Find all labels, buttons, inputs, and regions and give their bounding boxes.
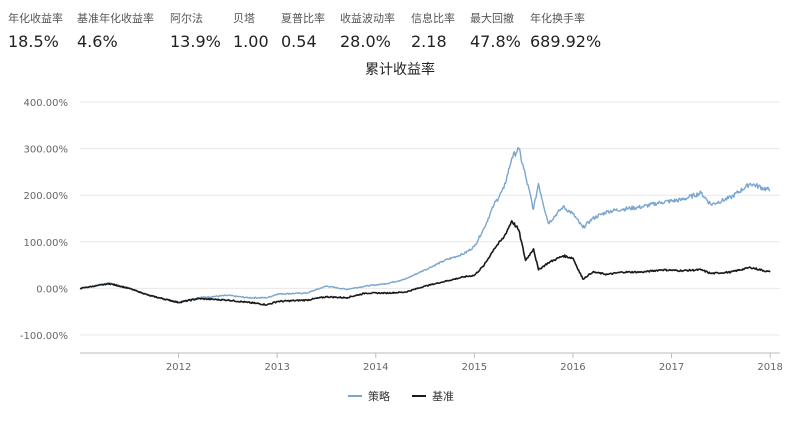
x-tick-label: 2015 <box>462 362 487 373</box>
metric-label: 收益波动率 <box>340 12 395 25</box>
metric-label: 信息比率 <box>411 12 455 25</box>
metric-value: 28.0% <box>340 32 391 51</box>
metrics-bar: 年化收益率 18.5% 基准年化收益率 4.6% 阿尔法 13.9% 贝塔 1.… <box>0 0 800 60</box>
metric-benchmark-annual-return: 基准年化收益率 4.6% <box>77 10 154 51</box>
metric-value: 689.92% <box>530 32 602 51</box>
x-tick-label: 2016 <box>560 362 585 373</box>
metric-value: 0.54 <box>281 32 317 51</box>
y-tick-label: 300.00% <box>24 145 69 156</box>
metric-annual-return: 年化收益率 18.5% <box>8 10 63 51</box>
legend-label[interactable]: 策略 <box>368 389 390 403</box>
metric-sharpe: 夏普比率 0.54 <box>281 10 325 51</box>
metric-label: 最大回撤 <box>470 12 514 25</box>
x-axis: 2012 2013 2014 2015 2016 2017 2018 <box>80 352 783 373</box>
metric-alpha: 阿尔法 13.9% <box>170 10 221 51</box>
metric-label: 年化收益率 <box>8 12 63 25</box>
metric-max-drawdown: 最大回撤 47.8% <box>470 10 521 51</box>
y-axis: 400.00% 300.00% 200.00% 100.00% 0.00% -100.00… <box>20 98 68 342</box>
metric-label: 基准年化收益率 <box>77 12 154 25</box>
metric-beta: 贝塔 1.00 <box>233 10 269 51</box>
x-tick-label: 2013 <box>264 362 289 373</box>
metric-value: 13.9% <box>170 32 221 51</box>
metric-value: 18.5% <box>8 32 59 51</box>
x-tick-label: 2018 <box>757 362 782 373</box>
chart-grid <box>80 101 780 336</box>
y-tick-label: 100.00% <box>24 238 69 249</box>
x-tick-label: 2017 <box>659 362 684 373</box>
y-tick-label: 200.00% <box>24 191 69 202</box>
y-tick-label: 400.00% <box>24 98 69 109</box>
metric-label: 夏普比率 <box>281 12 325 25</box>
metric-volatility: 收益波动率 28.0% <box>340 10 395 51</box>
metric-value: 1.00 <box>233 32 269 51</box>
metric-turnover: 年化换手率 689.92% <box>530 10 601 51</box>
y-tick-label: -100.00% <box>20 331 68 342</box>
y-tick-label: 0.00% <box>36 284 68 295</box>
x-tick-label: 2014 <box>363 362 388 373</box>
metric-label: 年化换手率 <box>530 12 585 25</box>
metric-label: 阿尔法 <box>170 12 203 25</box>
metric-value: 47.8% <box>470 32 521 51</box>
legend-label[interactable]: 基准 <box>432 390 454 403</box>
metric-label: 贝塔 <box>233 12 255 25</box>
metric-value: 4.6% <box>77 32 118 51</box>
cumulative-return-chart: 累计收益率 400.00% 300.00% 200.00% 100.00% 0.00% -… <box>20 61 783 403</box>
series-line-1 <box>79 220 771 306</box>
series-line-0 <box>79 147 771 304</box>
series-lines <box>79 147 771 306</box>
chart-title: 累计收益率 <box>365 61 435 78</box>
metric-value: 2.18 <box>411 32 447 51</box>
chart-legend[interactable]: 策略 基准 <box>348 389 454 403</box>
metric-information-ratio: 信息比率 2.18 <box>411 10 455 51</box>
x-tick-label: 2012 <box>166 362 191 373</box>
